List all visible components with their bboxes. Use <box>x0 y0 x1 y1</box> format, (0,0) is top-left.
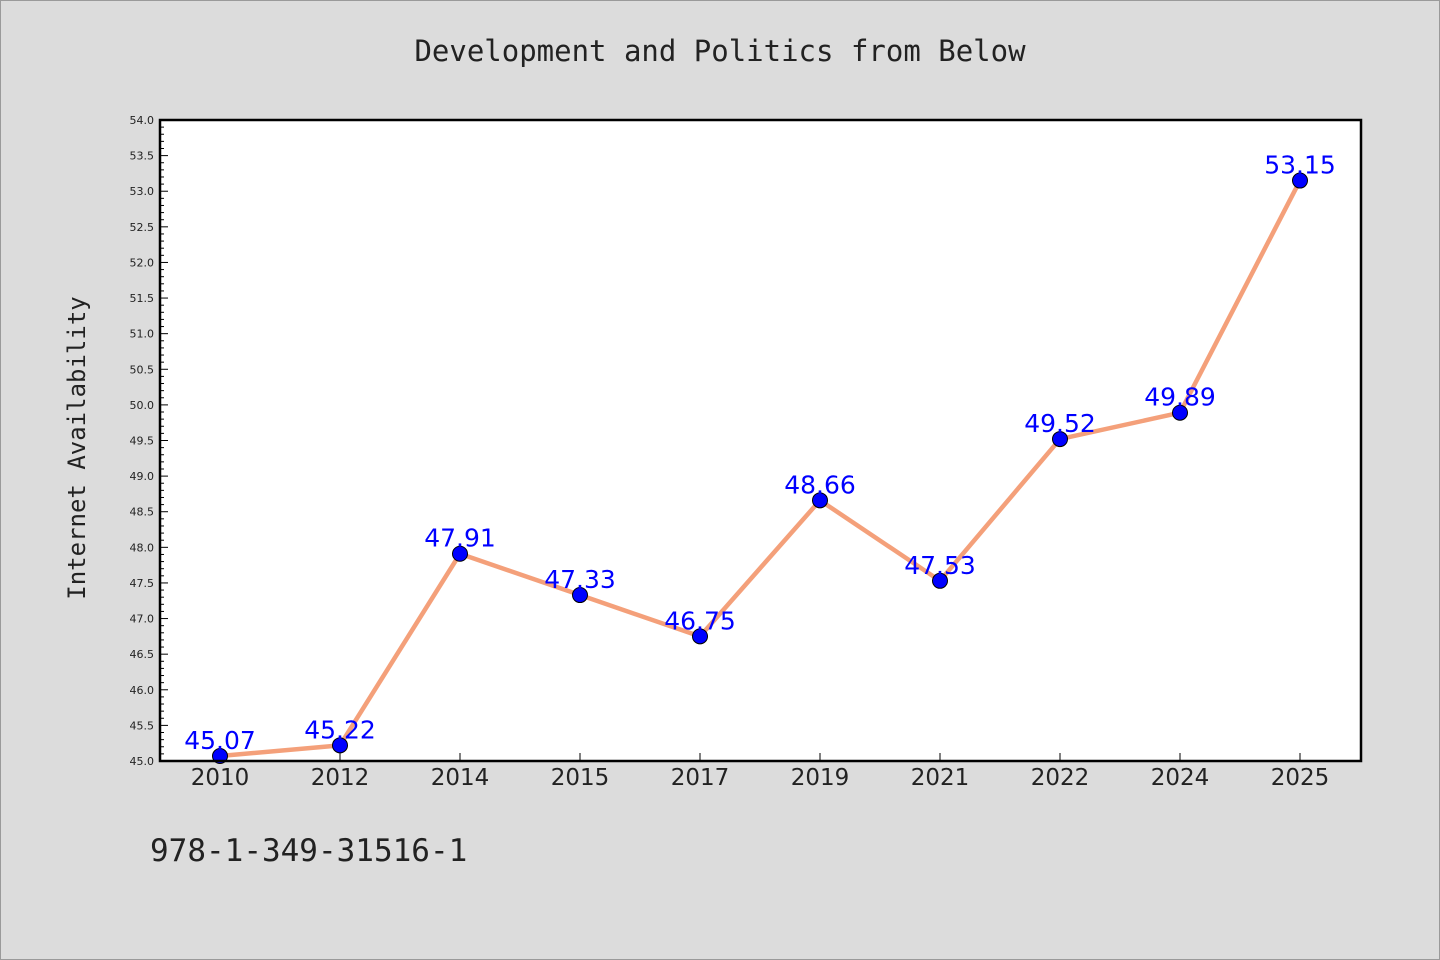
x-tick-label: 2015 <box>551 765 610 791</box>
y-tick-label: 51.5 <box>130 292 155 305</box>
x-axis: 2010 2012 2014 2015 2017 2019 2021 2022 2024 2025 <box>191 753 1330 791</box>
data-point <box>692 628 708 645</box>
y-tick-label: 50.5 <box>130 363 155 376</box>
x-tick-label: 2014 <box>431 765 490 791</box>
y-tick-label: 46.0 <box>130 684 155 697</box>
y-tick-label: 49.0 <box>130 470 155 483</box>
data-point <box>1292 172 1308 189</box>
data-point <box>452 545 468 562</box>
x-tick-label: 2010 <box>191 765 250 791</box>
x-tick-label: 2019 <box>791 765 850 791</box>
chart-title: Development and Politics from Below <box>414 34 1026 68</box>
data-point <box>812 492 828 509</box>
x-tick-label: 2017 <box>671 765 730 791</box>
data-label: 48.66 <box>784 470 856 499</box>
y-tick-label: 50.0 <box>130 399 155 412</box>
data-point <box>332 737 348 754</box>
y-tick-label: 49.5 <box>130 435 155 448</box>
plot-area <box>160 120 1361 761</box>
y-tick-label: 47.0 <box>130 613 155 626</box>
y-tick-label: 45.5 <box>130 719 155 732</box>
data-labels: 45.07 45.22 47.91 47.33 46.75 48.66 47.53 49.52… <box>184 151 1336 755</box>
y-tick-label: 53.5 <box>130 150 155 163</box>
x-tick-label: 2012 <box>311 765 370 791</box>
y-tick-label: 52.0 <box>130 256 155 269</box>
data-label: 47.91 <box>424 524 496 553</box>
y-tick-label: 53.0 <box>130 185 155 198</box>
y-tick-label: 46.5 <box>130 648 155 661</box>
y-axis: 45.0 45.5 46.0 46.5 47.0 47.5 48.0 48.5 49.0 49.5… <box>130 114 168 768</box>
x-tick-label: 2024 <box>1151 765 1210 791</box>
data-point <box>932 572 948 589</box>
data-label: 47.33 <box>544 565 616 594</box>
data-label: 53.15 <box>1264 151 1336 180</box>
y-tick-label: 51.0 <box>130 328 155 341</box>
y-tick-label: 48.0 <box>130 541 155 554</box>
y-tick-label: 54.0 <box>130 114 155 127</box>
data-point <box>1172 404 1188 421</box>
data-label: 49.89 <box>1144 383 1216 412</box>
data-label: 47.53 <box>904 551 976 580</box>
series-line <box>217 178 1303 759</box>
x-tick-label: 2021 <box>911 765 970 791</box>
y-tick-label: 48.5 <box>130 506 155 519</box>
isbn-text: 978-1-349-31516-1 <box>150 833 468 869</box>
data-label: 45.22 <box>304 715 376 744</box>
data-point <box>1052 431 1068 448</box>
data-label: 46.75 <box>664 606 736 635</box>
y-tick-label: 47.5 <box>130 577 155 590</box>
x-tick-label: 2025 <box>1271 765 1330 791</box>
data-point <box>572 587 588 604</box>
x-tick-label: 2022 <box>1031 765 1090 791</box>
y-tick-label: 45.0 <box>130 755 155 768</box>
y-tick-label: 52.5 <box>130 221 155 234</box>
data-label: 49.52 <box>1024 409 1096 438</box>
plot-border <box>158 118 1363 763</box>
data-label: 45.07 <box>184 726 256 755</box>
